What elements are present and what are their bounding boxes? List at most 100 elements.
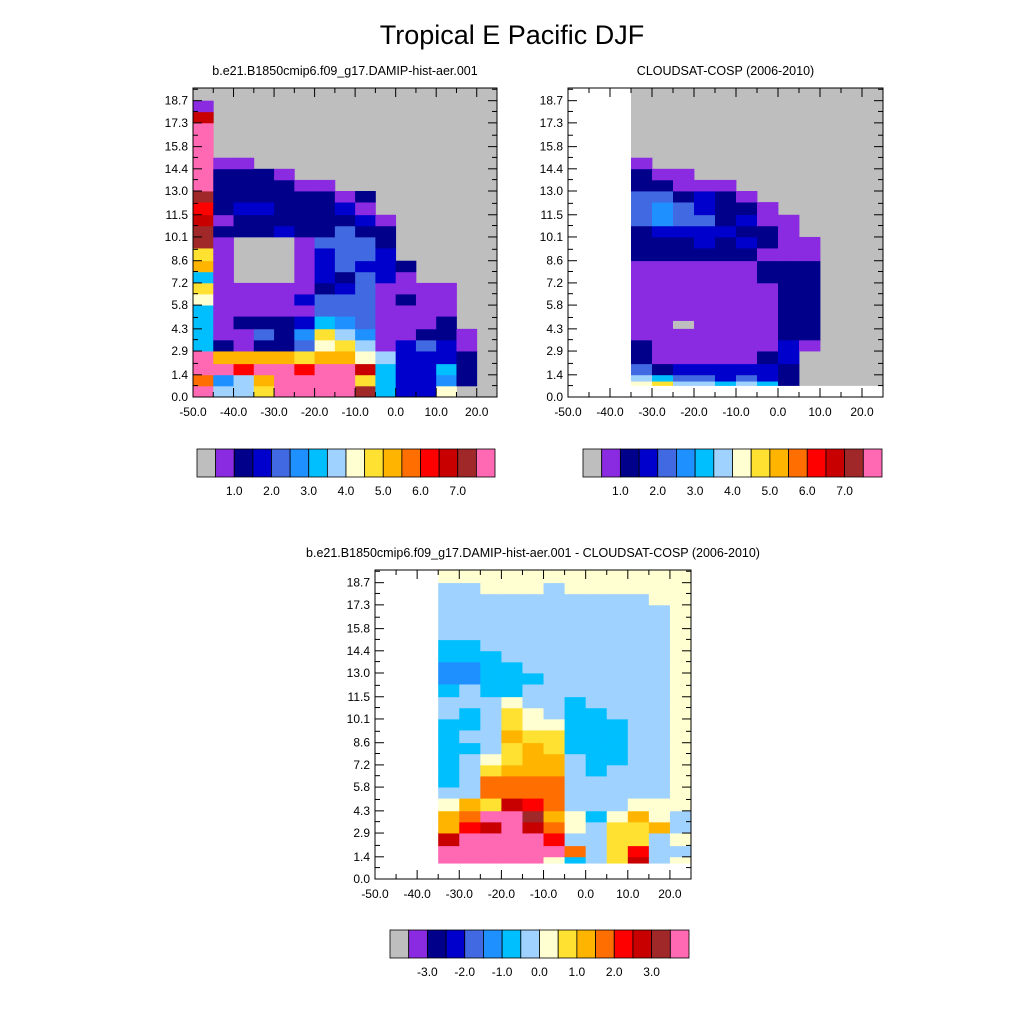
heatmap-cell [436,351,457,365]
heatmap-cell [193,214,214,227]
heatmap-cell [213,179,234,192]
heatmap-cell [543,673,565,685]
heatmap-cell [355,260,376,273]
heatmap-cell [736,225,758,238]
heatmap-cell [757,248,779,262]
heatmap-cell [480,570,502,584]
heatmap-cell [375,351,397,365]
heatmap-cell [213,214,234,227]
heatmap-cell [334,214,356,227]
heatmap-cell [543,570,565,584]
heatmap-cell [606,753,629,766]
colorbar-swatch [613,929,634,959]
heatmap-cell [395,305,417,317]
heatmap-cell [564,742,587,755]
heatmap-cell [585,856,608,864]
colorbar-swatch [445,929,466,959]
heatmap-cell [274,316,295,330]
heatmap-cell [736,351,758,365]
x-tick-label: -50.0 [179,405,207,419]
y-tick-label: 11.5 [166,208,189,222]
heatmap-cell [415,316,437,330]
heatmap-cell [585,833,608,847]
heatmap-cell [459,730,481,744]
plot-frame [192,87,498,398]
heatmap-cell [778,316,800,341]
heatmap-cell [253,282,275,295]
heatmap-cell [606,718,629,731]
heatmap-cell [778,236,800,249]
heatmap-cell [648,684,671,698]
x-tick-label: 10.0 [616,887,640,901]
heatmap-cell [480,856,502,864]
heatmap-cell [585,753,608,766]
heatmap-cell [334,305,356,317]
heatmap-cell [355,294,376,306]
heatmap-cell [438,764,460,777]
heatmap-cell [438,742,460,755]
heatmap-cell [522,742,544,755]
heatmap-cell [253,191,275,203]
heatmap-cell [564,639,587,652]
heatmap-cell [543,742,565,755]
heatmap-cell [736,374,758,382]
heatmap-cell [213,282,234,295]
x-tick-label: 20.0 [465,405,489,419]
heatmap-cell [627,845,650,858]
heatmap-cell [799,282,821,317]
heatmap-cell [631,339,653,352]
heatmap-cell [213,168,234,181]
heatmap-cell [274,351,295,365]
heatmap-cell [294,236,315,249]
heatmap-cell [480,753,502,766]
colorbar-swatch [844,448,864,478]
heatmap-cell [627,707,650,720]
heatmap-cell [564,730,587,744]
heatmap-cell [585,696,608,709]
colorbar-swatch [806,448,827,478]
heatmap-cell [501,707,523,720]
heatmap-cell [193,339,214,352]
heatmap-cell [253,363,275,376]
heatmap-cell [564,821,587,834]
colorbar-label: 0.0 [531,965,548,979]
heatmap-cell [355,271,376,284]
heatmap-cell [585,798,608,812]
heatmap-cell [669,764,692,777]
heatmap-cell [652,363,674,376]
heatmap-cell [673,351,695,365]
heatmap-cell [294,305,315,317]
heatmap-cell [522,604,544,641]
heatmap-cell [501,673,523,685]
heatmap-cell [459,673,481,685]
heatmap-cell [648,696,671,709]
heatmap-cell [564,673,587,685]
heatmap-cell [193,271,214,284]
heatmap-cell [294,294,315,306]
heatmap-cell [543,798,565,812]
heatmap-cell [193,374,214,387]
heatmap-cell [673,191,695,203]
y-tick-label: 7.2 [353,758,370,772]
heatmap-cell [501,639,523,652]
y-tick-label: 5.8 [171,298,188,312]
heatmap-cell [543,661,565,674]
heatmap-cell [627,730,650,744]
heatmap-cell [585,764,608,777]
heatmap-cell [415,305,437,317]
heatmap-cell [564,810,587,823]
heatmap-cell [564,570,587,584]
heatmap-cell [233,351,255,365]
heatmap-cell [736,260,758,284]
heatmap-cell [438,730,460,744]
heatmap-cell [585,742,608,755]
heatmap-cell [355,248,376,262]
colorbar-swatch [732,448,752,478]
heatmap-cell [436,328,457,341]
heatmap-cell [274,339,295,352]
heatmap-cell [375,374,397,387]
heatmap-cell [253,168,275,181]
heatmap-cell [736,339,758,352]
heatmap-cell [355,236,376,249]
heatmap-cell [606,787,629,799]
